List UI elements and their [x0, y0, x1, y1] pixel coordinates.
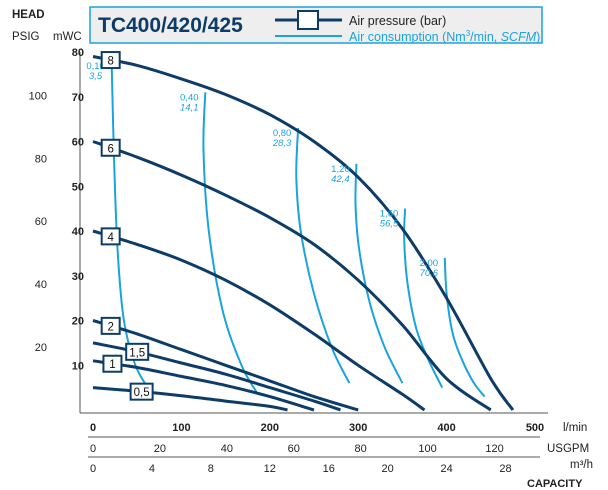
mwc-tick-label: 30	[72, 271, 84, 283]
m3h-tick-label: 24	[440, 463, 452, 475]
consumption-curve-line	[403, 208, 444, 389]
pressure-curve-label: 6	[107, 143, 113, 155]
mwc-tick-label: 50	[72, 181, 84, 193]
legend-pressure-marker	[297, 10, 319, 30]
pressure-curve-line	[92, 140, 492, 412]
m3h-tick-label: 4	[149, 463, 155, 475]
pressure-curve-label: 2	[107, 321, 113, 333]
pressure-curve-label: 0,5	[134, 387, 150, 399]
usgpm-tick-label: 40	[221, 443, 233, 455]
mwc-tick-label: 60	[72, 137, 84, 149]
mwc-axis-label: mWC	[53, 31, 82, 43]
lmin-tick-label: 400	[437, 422, 455, 434]
pressure-curve-marker	[100, 51, 121, 70]
pressure-curve-line	[92, 229, 426, 412]
m3h-tick-label: 16	[323, 463, 335, 475]
title-box: TC400/420/425 Air pressure (bar) Air con…	[89, 6, 543, 44]
x-axis-title: CAPACITY	[527, 478, 583, 490]
pressure-curve-marker	[100, 138, 121, 157]
mwc-tick-label: 80	[72, 47, 84, 59]
consumption-curve-line	[295, 128, 351, 384]
mwc-tick-label: 20	[72, 316, 84, 328]
consumption-scfm-label: 56,5	[380, 219, 399, 230]
usgpm-tick-label: 120	[485, 443, 503, 455]
lmin-tick-label: 0	[90, 422, 96, 434]
consumption-scfm-label: 28,3	[272, 138, 292, 149]
y-axis-title: HEAD	[12, 9, 45, 21]
m3h-tick-label: 0	[90, 463, 96, 475]
consumption-value-label: 1,20	[331, 164, 350, 175]
usgpm-tick-label: 100	[418, 443, 436, 455]
pressure-curve-marker	[102, 354, 123, 373]
consumption-curves	[110, 60, 486, 398]
pressure-curve-line	[92, 55, 515, 411]
pressure-curve-label: 8	[107, 56, 113, 68]
consumption-curve-line	[110, 60, 152, 393]
lmin-tick-label: 500	[526, 422, 544, 434]
usgpm-tick-label: 60	[288, 443, 300, 455]
mwc-tick-label: 40	[72, 226, 84, 238]
pressure-curves	[92, 55, 515, 412]
consumption-value-label: 0,80	[273, 128, 292, 139]
legend-consumption-label: Air consumption (Nm3/min, SCFM)	[349, 29, 540, 44]
consumption-curve-line	[202, 92, 258, 393]
mwc-tick-label: 70	[72, 92, 84, 104]
consumption-curve-line	[443, 257, 486, 398]
m3h-tick-label: 8	[208, 463, 214, 475]
usgpm-tick-label: 20	[154, 443, 166, 455]
pressure-curve-marker	[100, 316, 121, 335]
chart-title: TC400/420/425	[98, 14, 243, 37]
pressure-curve-marker	[125, 342, 150, 361]
lmin-tick-label: 300	[349, 422, 367, 434]
consumption-scfm-label: 14,1	[180, 102, 199, 113]
m3h-tick-label: 20	[382, 463, 394, 475]
usgpm-tick-label: 0	[90, 443, 96, 455]
psig-tick-label: 80	[35, 153, 47, 165]
mwc-tick-label: 10	[72, 360, 84, 372]
usgpm-tick-label: 80	[355, 443, 367, 455]
pressure-curve-label: 1	[109, 359, 115, 371]
lmin-unit-label: l/min	[563, 422, 587, 434]
pressure-curve-marker	[100, 227, 121, 246]
lmin-tick-label: 200	[261, 422, 279, 434]
psig-tick-label: 100	[29, 90, 47, 102]
pressure-curve-line	[92, 359, 315, 412]
m3h-unit-label: m³/h	[570, 459, 593, 471]
m3h-tick-label: 28	[499, 463, 511, 475]
pressure-curve-label: 4	[107, 232, 114, 244]
pressure-curve-line	[92, 319, 359, 412]
pressure-curve-line	[92, 386, 288, 412]
psig-axis-label: PSIG	[12, 31, 40, 43]
consumption-value-label: 1,60	[380, 209, 399, 220]
consumption-value-label: 2,00	[420, 258, 439, 269]
consumption-scfm-label: 3,5	[89, 71, 103, 82]
lmin-tick-label: 100	[172, 422, 190, 434]
legend-pressure-label: Air pressure (bar)	[349, 14, 446, 28]
pressure-curve-marker	[129, 382, 154, 401]
pressure-curve-label: 1,5	[129, 347, 145, 359]
consumption-value-label: 0,40	[180, 92, 199, 103]
consumption-curve-line	[354, 163, 404, 384]
consumption-value-label: 0,10	[86, 61, 105, 72]
consumption-scfm-label: 42,4	[331, 174, 350, 185]
psig-tick-label: 20	[35, 342, 47, 354]
m3h-tick-label: 12	[264, 463, 276, 475]
consumption-scfm-label: 70,6	[420, 268, 439, 279]
usgpm-unit-label: USGPM	[547, 443, 589, 455]
psig-tick-label: 40	[35, 279, 47, 291]
psig-tick-label: 60	[35, 216, 47, 228]
